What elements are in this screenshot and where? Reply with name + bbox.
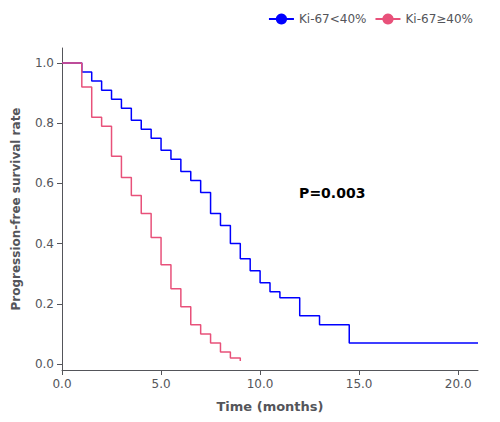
svg-text:1.0: 1.0 [35, 56, 54, 70]
svg-text:0.6: 0.6 [35, 176, 54, 190]
svg-text:20.0: 20.0 [445, 377, 472, 391]
svg-text:5.0: 5.0 [152, 377, 171, 391]
svg-text:15.0: 15.0 [346, 377, 373, 391]
svg-text:Time (months): Time (months) [216, 399, 323, 414]
svg-text:0.4: 0.4 [35, 237, 54, 251]
svg-text:Ki-67≥40%: Ki-67≥40% [405, 12, 473, 26]
svg-text:10.0: 10.0 [247, 377, 274, 391]
svg-text:0.0: 0.0 [52, 377, 71, 391]
svg-text:0.2: 0.2 [35, 297, 54, 311]
svg-text:P=0.003: P=0.003 [299, 185, 365, 201]
svg-text:Ki-67<40%: Ki-67<40% [299, 12, 367, 26]
svg-text:Progression-free survival rate: Progression-free survival rate [9, 107, 23, 310]
svg-text:0.0: 0.0 [35, 357, 54, 371]
svg-text:0.8: 0.8 [35, 116, 54, 130]
